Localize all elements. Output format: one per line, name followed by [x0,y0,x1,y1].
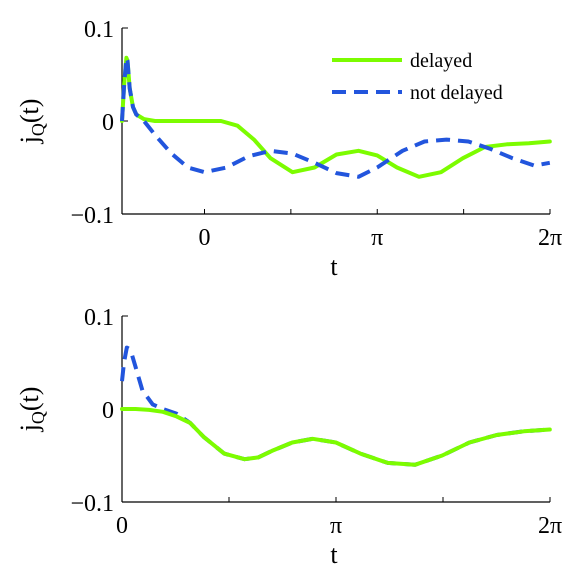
y-tick-label: 0 [102,110,114,136]
y-tick-label: −0.1 [70,203,114,229]
series-line-not-delayed [120,345,550,467]
legend-label: not delayed [410,82,503,104]
x-tick-label: 0 [116,513,128,539]
x-tick-label: 0 [198,225,210,251]
x-axis-label: t [330,540,338,569]
series-line-not-delayed [120,55,551,179]
series-line-delayed [120,407,552,467]
y-tick-label: −0.1 [70,491,114,517]
y-axis-label: jQ(t) [15,99,48,145]
x-axis-label: t [330,252,338,281]
x-tick-label: 2π [538,225,562,251]
y-tick-label: 0 [102,398,114,424]
y-tick-label: 0.1 [84,305,114,331]
chart-1: −0.1 0 0.1 0 π 2π t jQ(t) delayed not delayed [15,17,562,281]
y-tick-label: 0.1 [84,17,114,43]
x-tick-label: π [330,513,342,539]
series-line-delayed [120,55,552,179]
legend-label: delayed [410,50,472,72]
x-tick-label: 2π [538,513,562,539]
x-tick-label: π [371,225,383,251]
y-axis-label: jQ(t) [15,387,48,433]
legend: delayed not delayed [332,50,503,104]
